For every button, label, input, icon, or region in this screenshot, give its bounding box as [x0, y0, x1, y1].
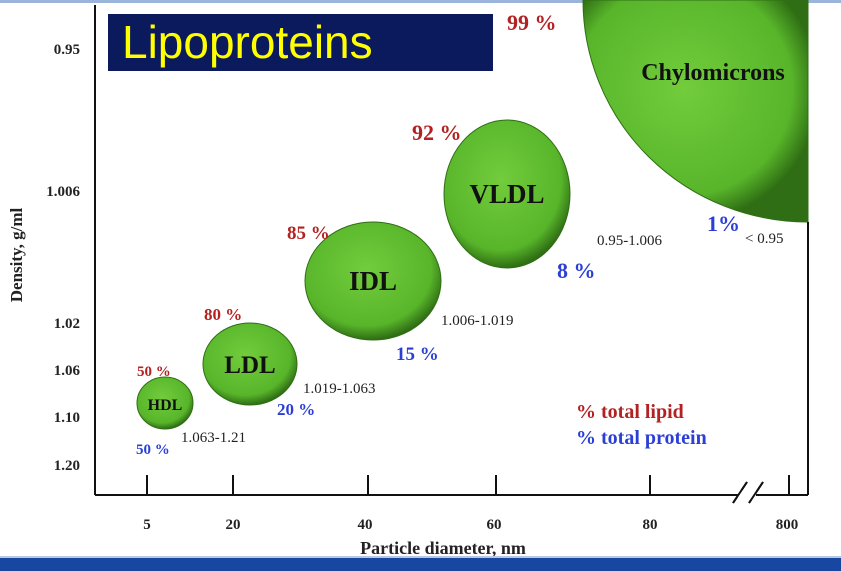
x-tick-label: 20: [226, 517, 241, 533]
bubble-label: IDL: [349, 266, 397, 296]
density-range: < 0.95: [745, 231, 783, 247]
y-tick-label: 1.02: [54, 316, 80, 332]
x-tick-label: 80: [643, 517, 658, 533]
lipid-percent: 99 %: [507, 10, 557, 35]
bubble-idl: [304, 221, 442, 341]
legend-protein: % total protein: [576, 427, 707, 449]
x-tick-label: 800: [776, 517, 799, 533]
bubble-hdl: [136, 376, 194, 430]
bubble-label: LDL: [224, 352, 275, 379]
bubble-ldl: [202, 322, 298, 406]
top-border: [0, 0, 841, 3]
y-tick-label: 1.06: [54, 363, 81, 379]
bubble-vldl: [443, 119, 571, 269]
lipid-percent: 92 %: [412, 120, 462, 145]
title-box: [108, 14, 493, 71]
lipid-percent: 50 %: [137, 364, 171, 380]
x-tick-label: 40: [358, 517, 373, 533]
y-tick-label: 1.20: [54, 458, 80, 474]
protein-percent: 8 %: [557, 258, 596, 283]
bubble-label: Chylomicrons: [641, 60, 785, 86]
y-tick-label: 1.10: [54, 410, 80, 426]
x-ticks: [146, 475, 790, 504]
y-axis-title: Density, g/ml: [7, 208, 26, 303]
x-axis-title: Particle diameter, nm: [360, 538, 526, 558]
protein-percent: 50 %: [136, 442, 170, 458]
density-range: 1.006-1.019: [441, 313, 514, 329]
y-tick-label: 0.95: [54, 42, 80, 58]
lipid-percent: 80 %: [204, 305, 242, 324]
density-range: 1.063-1.21: [181, 430, 246, 446]
x-tick-label: 5: [143, 517, 151, 533]
density-range: 0.95-1.006: [597, 233, 662, 249]
bubble-chylomicrons: [582, 0, 809, 223]
lipid-percent: 85 %: [287, 223, 330, 244]
footer-bar: [0, 558, 841, 571]
axis-break: [738, 490, 756, 500]
protein-percent: 20 %: [277, 400, 315, 419]
y-tick-label: 1.006: [46, 184, 80, 200]
protein-percent: 15 %: [396, 344, 439, 365]
legend-lipid: % total lipid: [576, 401, 684, 423]
x-tick-label: 60: [487, 517, 502, 533]
page-title: Lipoproteins: [122, 16, 373, 68]
bubble-label: VLDL: [469, 179, 544, 209]
bubble-label: HDL: [148, 397, 183, 414]
protein-percent: 1%: [707, 211, 740, 236]
density-range: 1.019-1.063: [303, 381, 376, 397]
footer-divider: [0, 556, 841, 558]
